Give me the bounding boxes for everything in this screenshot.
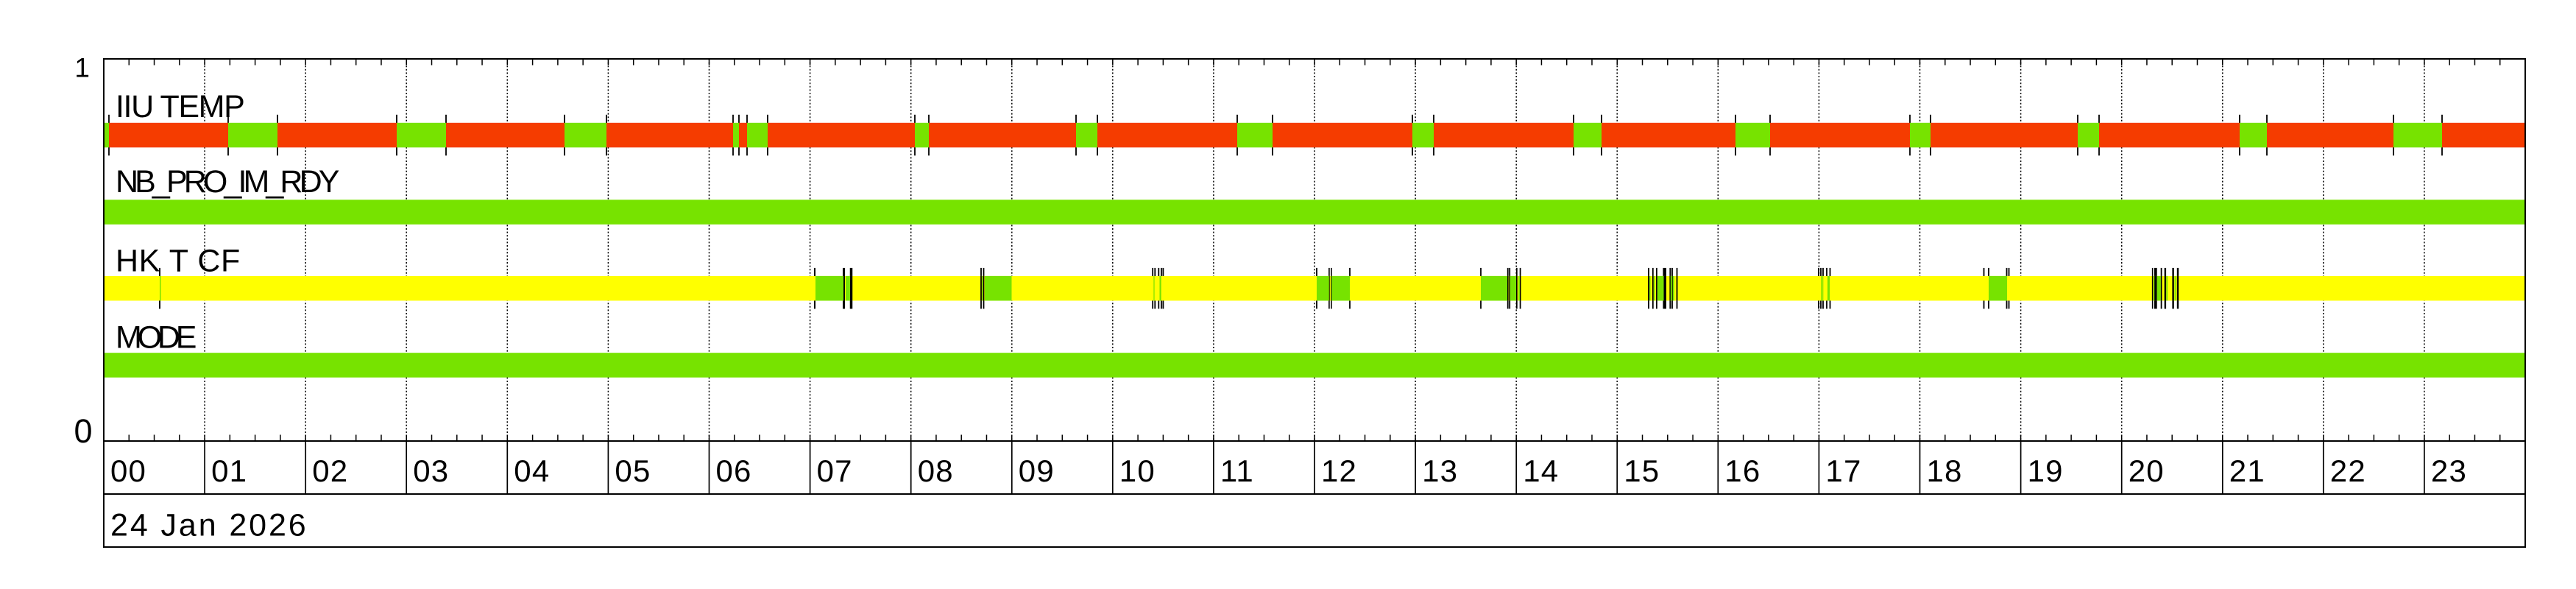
svg-text:NB_PRO_IM_RDY: NB_PRO_IM_RDY — [116, 164, 339, 200]
svg-text:13: 13 — [1422, 454, 1458, 488]
svg-text:12: 12 — [1321, 454, 1357, 488]
svg-text:21: 21 — [2229, 454, 2265, 488]
svg-text:09: 09 — [1019, 454, 1055, 488]
svg-text:MODE: MODE — [116, 320, 196, 356]
svg-text:11: 11 — [1220, 454, 1254, 488]
svg-text:06: 06 — [716, 454, 752, 488]
svg-text:15: 15 — [1624, 454, 1660, 488]
svg-text:02: 02 — [312, 454, 348, 488]
svg-text:24 Jan 2026: 24 Jan 2026 — [110, 508, 308, 543]
svg-text:05: 05 — [615, 454, 651, 488]
svg-text:00: 00 — [110, 454, 146, 488]
svg-text:19: 19 — [2028, 454, 2064, 488]
svg-text:IIU TEMP: IIU TEMP — [116, 89, 244, 124]
svg-text:23: 23 — [2431, 454, 2467, 488]
svg-text:10: 10 — [1119, 454, 1156, 488]
svg-text:1: 1 — [74, 53, 90, 83]
svg-text:14: 14 — [1523, 454, 1559, 488]
svg-text:04: 04 — [514, 454, 550, 488]
svg-text:07: 07 — [817, 454, 853, 488]
svg-text:20: 20 — [2129, 454, 2165, 488]
svg-text:08: 08 — [918, 454, 954, 488]
svg-text:16: 16 — [1724, 454, 1761, 488]
svg-text:17: 17 — [1825, 454, 1861, 488]
svg-text:22: 22 — [2330, 454, 2366, 488]
svg-text:HK T CF: HK T CF — [116, 244, 241, 279]
svg-text:18: 18 — [1927, 454, 1963, 488]
svg-text:01: 01 — [211, 454, 247, 488]
svg-text:0: 0 — [74, 412, 92, 450]
svg-text:03: 03 — [413, 454, 449, 488]
